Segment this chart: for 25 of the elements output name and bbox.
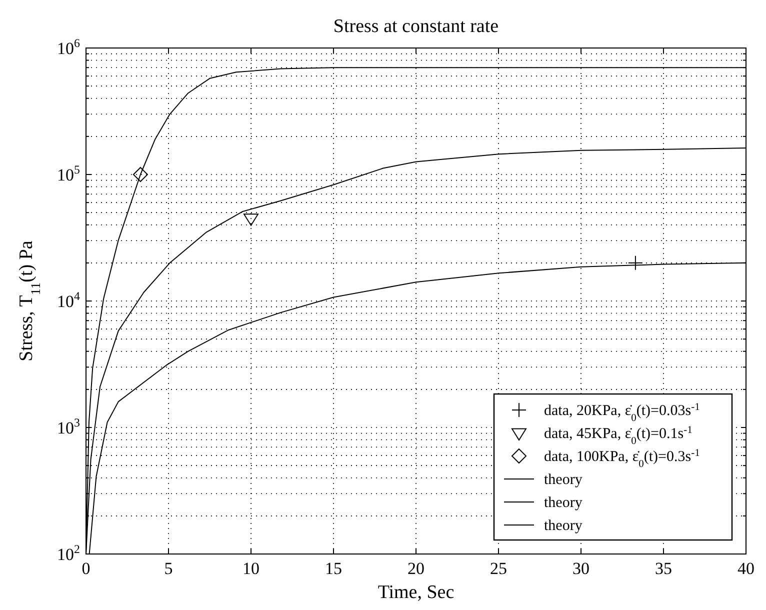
point <box>244 214 258 226</box>
y-tick-label: 10$^{2}$ <box>57 542 80 564</box>
x-tick-label: 30 <box>572 559 590 578</box>
x-tick-label: 20 <box>408 559 424 578</box>
point <box>628 255 643 270</box>
x-tick-label: 0 <box>82 559 90 578</box>
legend-label: data, 20KPa, ε̇$_{0}$(t)=0.03s$^{-1}$ <box>544 402 700 424</box>
point <box>132 167 148 182</box>
x-tick-label: 15 <box>325 559 342 578</box>
chart-title: Stress at constant rate <box>333 16 499 37</box>
x-tick-label: 5 <box>164 559 173 578</box>
x-tick-label: 10 <box>242 559 260 578</box>
legend-label: theory <box>544 472 583 488</box>
legend-label: data, 100KPa, ε̇$_{0}$(t)=0.3s$^{-1}$ <box>544 448 700 470</box>
x-tick-label: 25 <box>490 559 507 578</box>
x-tick-label: 35 <box>655 559 672 578</box>
y-tick-label: 10$^{3}$ <box>57 416 80 438</box>
legend-label: theory <box>544 518 583 534</box>
y-tick-label: 10$^{5}$ <box>57 162 80 184</box>
x-tick-label: 40 <box>738 559 754 578</box>
legend-label: data, 45KPa, ε̇$_{0}$(t)=0.1s$^{-1}$ <box>544 424 692 446</box>
legend-label: theory <box>544 495 583 511</box>
y-tick-label: 10$^{4}$ <box>57 289 80 311</box>
y-tick-label: 10$^{6}$ <box>57 36 80 58</box>
x-axis-title: Time, Sec <box>378 582 454 603</box>
